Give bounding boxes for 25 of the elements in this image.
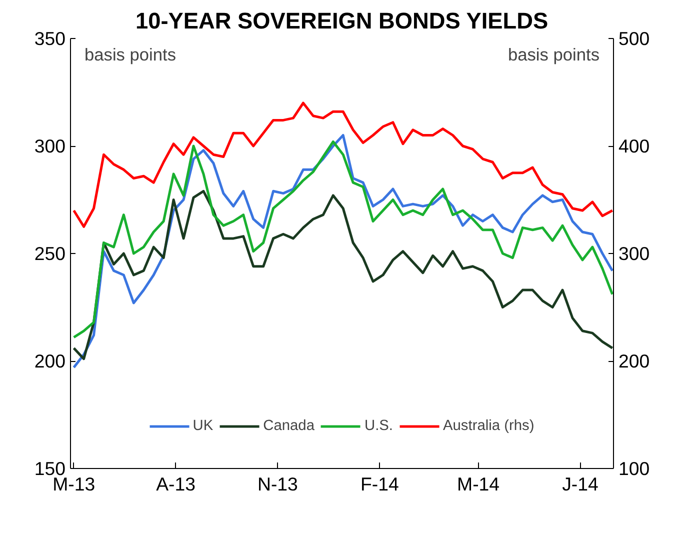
line-series — [72, 140, 614, 339]
y-tick-label: 250 — [34, 243, 66, 264]
legend-label: U.S. — [364, 418, 394, 434]
y2-tick-label: 100 — [618, 458, 650, 479]
legend-label: Canada — [263, 418, 314, 434]
line-series — [72, 190, 614, 360]
legend-label: Australia (rhs) — [443, 418, 534, 434]
y2-tick-label: 200 — [618, 350, 650, 372]
x-tick-label: M-14 — [457, 474, 500, 494]
y2-axis-title: basis points — [508, 44, 600, 64]
y2-tick-label: 300 — [618, 243, 650, 264]
line-series — [72, 102, 614, 228]
x-tick-label: F-14 — [360, 474, 399, 494]
y-tick-label: 300 — [34, 136, 66, 156]
y-axis-title: basis points — [84, 44, 176, 64]
y-tick-label: 350 — [34, 28, 66, 49]
y-tick-label: 150 — [34, 458, 66, 479]
x-tick-label: J-14 — [562, 474, 598, 494]
y-tick-label: 200 — [34, 350, 66, 372]
x-tick-label: A-13 — [156, 474, 196, 494]
chart-title: 10-YEAR SOVEREIGN BONDS YIELDS — [136, 8, 548, 34]
legend-label: UK — [192, 418, 214, 434]
y2-tick-label: 500 — [618, 28, 650, 49]
x-tick-label: N-13 — [258, 474, 298, 494]
y2-tick-label: 400 — [618, 136, 650, 156]
